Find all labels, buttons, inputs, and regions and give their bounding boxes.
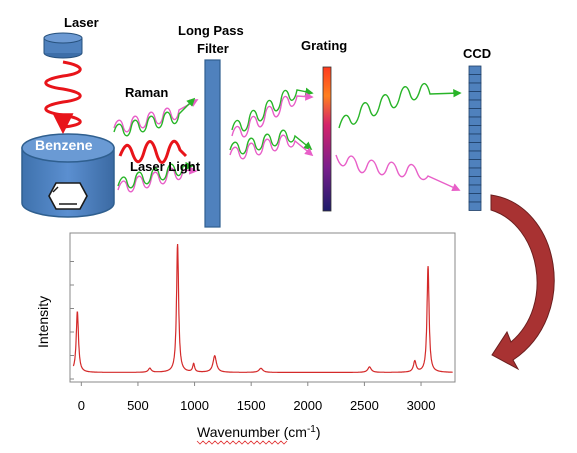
dispersed-light xyxy=(335,83,462,192)
grating-label: Grating xyxy=(301,38,347,53)
ccd-pixel xyxy=(468,159,482,169)
laser-label: Laser xyxy=(64,15,99,30)
laser-light-label: Laser Light xyxy=(130,159,201,174)
x-tick-label: 1500 xyxy=(237,398,266,413)
ccd-detector xyxy=(468,65,482,211)
long-pass-filter xyxy=(204,59,221,228)
benzene-sample xyxy=(21,133,115,218)
ccd-pixel xyxy=(468,91,482,101)
grating xyxy=(322,66,332,212)
ccd-pixel xyxy=(468,150,482,160)
x-tick-label: 2500 xyxy=(350,398,379,413)
x-tick-label: 1000 xyxy=(180,398,209,413)
x-tick-label: 0 xyxy=(78,398,85,413)
ccd-pixel xyxy=(468,125,482,135)
ccd-pixel xyxy=(468,65,482,75)
filter-label-line1: Long Pass xyxy=(178,23,244,38)
ccd-pixel xyxy=(468,82,482,92)
x-axis-title: Wavenumber (cm-1) xyxy=(197,424,321,440)
laser-beam xyxy=(44,60,82,135)
ccd-pixel xyxy=(468,176,482,186)
ccd-pixel xyxy=(468,167,482,177)
ccd-pixel xyxy=(468,116,482,126)
x-axis: 0 500 1000 1500 2000 2500 3000 xyxy=(78,382,436,413)
ccd-pixel xyxy=(468,142,482,152)
x-tick-label: 2000 xyxy=(293,398,322,413)
x-tick-label: 3000 xyxy=(407,398,436,413)
ccd-pixel xyxy=(468,193,482,203)
filter-label-line2: Filter xyxy=(197,41,229,56)
x-axis-title-part: -1 xyxy=(307,424,316,435)
x-axis-title-part: ) xyxy=(316,424,321,440)
y-axis-ticks xyxy=(70,261,74,380)
ccd-pixel xyxy=(468,108,482,118)
ccd-pixel xyxy=(468,201,482,211)
benzene-label: Benzene xyxy=(35,137,93,153)
raman-label: Raman xyxy=(125,85,168,100)
laser-source xyxy=(43,32,83,59)
plot-frame xyxy=(69,232,456,383)
benzene-ring-icon xyxy=(48,182,88,210)
filtered-light xyxy=(229,87,314,160)
ccd-pixel xyxy=(468,133,482,143)
ccd-pixel xyxy=(468,184,482,194)
spell-squiggle xyxy=(196,440,288,445)
ccd-pixel xyxy=(468,99,482,109)
spectrum-line xyxy=(72,243,453,373)
spectrum-chart: 0 500 1000 1500 2000 2500 3000 Intensity Waven… xyxy=(35,232,456,445)
ccd-pixel xyxy=(468,74,482,84)
ccd-label: CCD xyxy=(463,46,491,61)
x-tick-label: 500 xyxy=(127,398,149,413)
x-axis-title-part: Wavenumber (cm xyxy=(197,424,307,440)
scattered-light xyxy=(113,97,199,193)
y-axis-title: Intensity xyxy=(35,296,51,348)
return-arrow xyxy=(490,194,555,371)
